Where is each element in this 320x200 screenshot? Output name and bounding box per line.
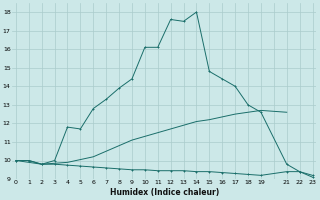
- X-axis label: Humidex (Indice chaleur): Humidex (Indice chaleur): [109, 188, 219, 197]
